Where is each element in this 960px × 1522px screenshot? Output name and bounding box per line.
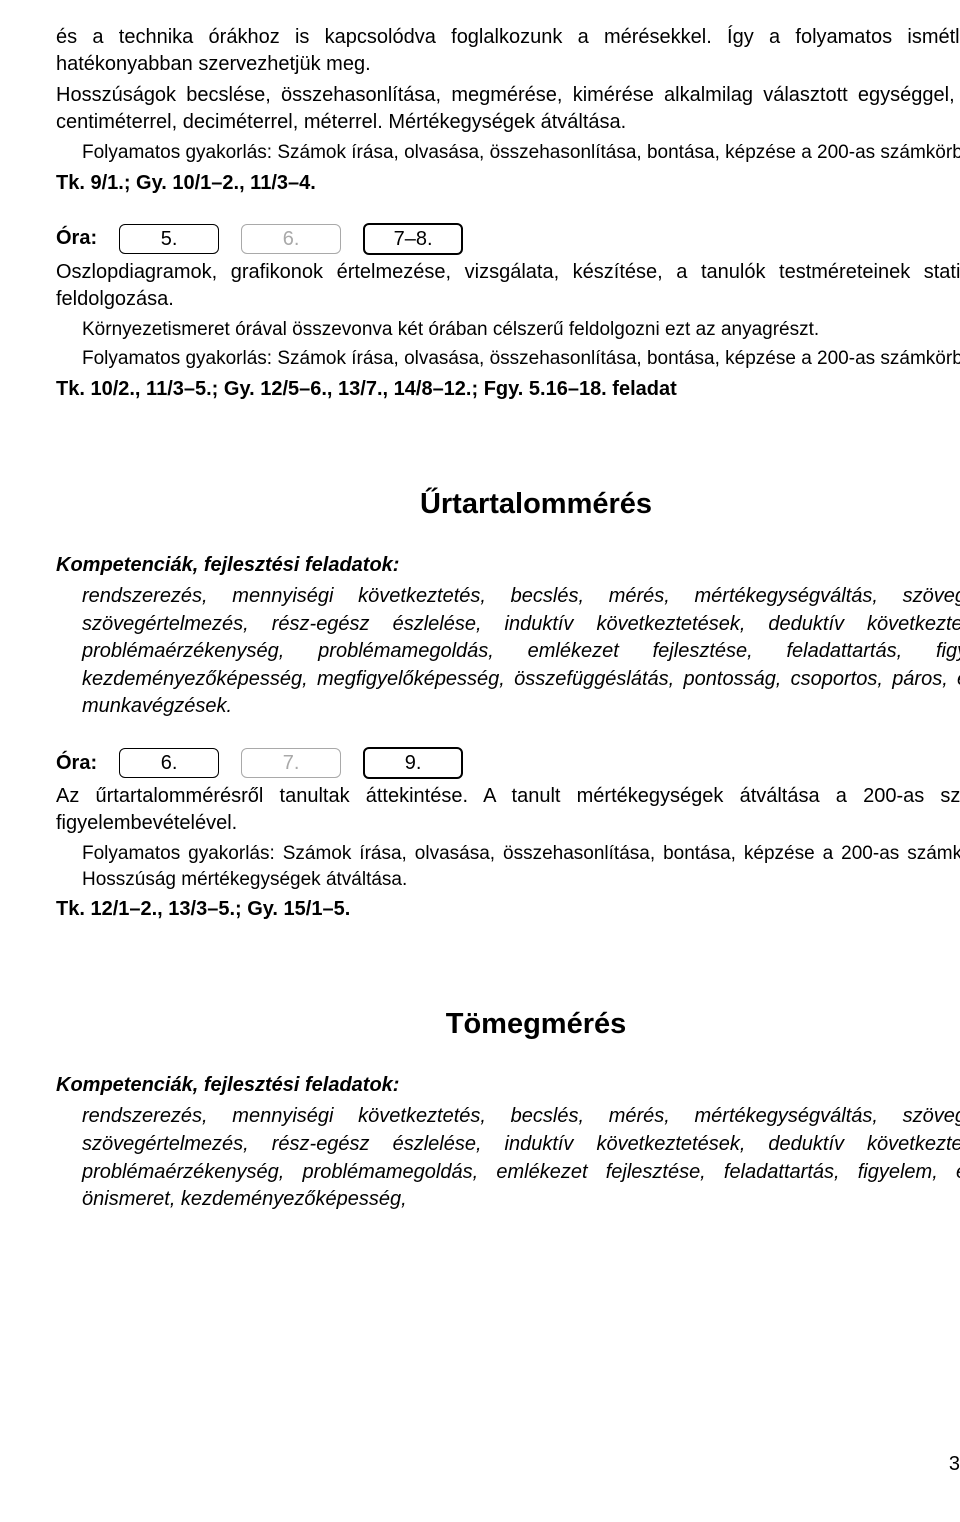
ora-label: Óra: — [56, 225, 97, 252]
ora-box-1: 5. — [119, 224, 219, 254]
ora1-sub-2: Folyamatos gyakorlás: Számok írása, olva… — [56, 346, 960, 372]
competencies-heading-1: Kompetenciák, fejlesztési feladatok: — [56, 552, 960, 579]
ora-label: Óra: — [56, 750, 97, 777]
competencies-body-1: rendszerezés, mennyiségi következtetés, … — [56, 583, 960, 721]
ora-box-2: 6. — [241, 224, 341, 254]
intro-reference: Tk. 9/1.; Gy. 10/1–2., 11/3–4. — [56, 170, 960, 197]
ora1-sub-1: Környezetismeret órával összevonva két ó… — [56, 317, 960, 343]
ora2-paragraph: Az űrtartalommérésről tanultak áttekinté… — [56, 783, 960, 837]
ora-row-2: Óra: 6. 7. 9. — [56, 747, 960, 779]
ora-box-2: 7. — [241, 748, 341, 778]
ora1-paragraph: Oszlopdiagramok, grafikonok értelmezése,… — [56, 259, 960, 313]
intro-paragraph-2: Hosszúságok becslése, összehasonlítása, … — [56, 82, 960, 136]
competencies-body-2: rendszerezés, mennyiségi következtetés, … — [56, 1103, 960, 1213]
ora-box-1: 6. — [119, 748, 219, 778]
ora-box-3: 7–8. — [363, 223, 463, 255]
ora-box-3: 9. — [363, 747, 463, 779]
page-container: { "intro": { "p1": "és a technika órákho… — [56, 24, 960, 1498]
ora1-reference: Tk. 10/2., 11/3–5.; Gy. 12/5–6., 13/7., … — [56, 376, 960, 403]
section-title-urtartalom: Űrtartalommérés — [56, 485, 960, 524]
intro-paragraph-1: és a technika órákhoz is kapcsolódva fog… — [56, 24, 960, 78]
ora-row-1: Óra: 5. 6. 7–8. — [56, 223, 960, 255]
intro-sub-1: Folyamatos gyakorlás: Számok írása, olva… — [56, 140, 960, 166]
section-title-tomeg: Tömegmérés — [56, 1005, 960, 1044]
competencies-heading-2: Kompetenciák, fejlesztési feladatok: — [56, 1072, 960, 1099]
ora2-reference: Tk. 12/1–2., 13/3–5.; Gy. 15/1–5. — [56, 896, 960, 923]
ora2-sub-1: Folyamatos gyakorlás: Számok írása, olva… — [56, 841, 960, 892]
